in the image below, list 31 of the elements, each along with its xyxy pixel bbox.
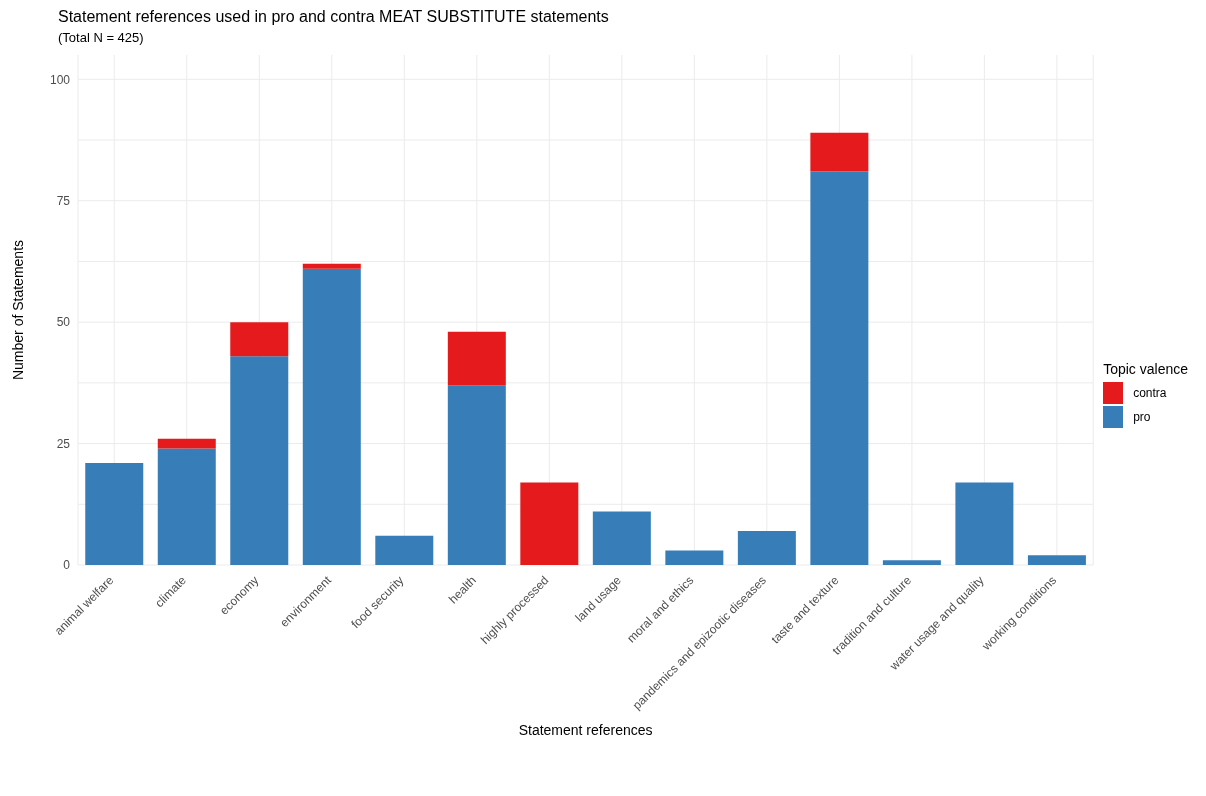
y-tick-label: 75 — [56, 193, 71, 208]
bar — [230, 356, 289, 565]
bar — [665, 550, 724, 565]
bar — [302, 268, 361, 565]
legend-title: Topic valence — [1103, 361, 1188, 377]
bar — [447, 385, 506, 565]
bar — [157, 438, 216, 449]
bar — [447, 331, 506, 386]
y-axis-title: Number of Statements — [9, 239, 26, 381]
y-tick-label: 100 — [49, 72, 71, 87]
chart-subtitle: (Total N = 425) — [58, 30, 145, 45]
bar — [810, 171, 869, 565]
bar — [592, 511, 651, 565]
chart-title: Statement references used in pro and contra MEAT SUBSTITUTE statements — [58, 8, 610, 26]
x-axis-title: Statement references — [518, 722, 653, 738]
bar — [520, 482, 579, 565]
legend-label: contra — [1133, 386, 1167, 400]
bar — [882, 560, 941, 565]
bar — [302, 263, 361, 269]
bar — [1027, 555, 1086, 565]
bar — [230, 322, 289, 357]
bar — [157, 448, 216, 565]
y-tick-label: 25 — [56, 436, 71, 451]
y-tick-label: 50 — [56, 315, 71, 330]
bar — [737, 531, 796, 565]
y-tick-label: 0 — [63, 558, 71, 573]
legend-label: pro — [1133, 410, 1151, 424]
bar — [810, 132, 869, 172]
bar — [375, 535, 434, 565]
bar — [955, 482, 1014, 565]
bar — [85, 463, 144, 565]
